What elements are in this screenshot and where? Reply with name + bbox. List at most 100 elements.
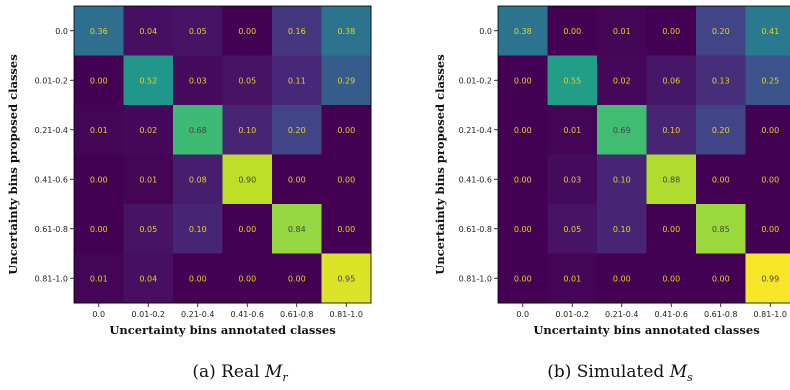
heatmap-cell [173, 154, 223, 205]
heatmap-cell [597, 6, 647, 56]
cell-value-label: 0.00 [761, 126, 779, 135]
heatmap-cell [321, 105, 372, 155]
heatmap-cell [272, 6, 322, 56]
cell-value-label: 0.10 [613, 175, 631, 184]
y-tick-label: 0.61-0.8 [35, 225, 68, 234]
heatmap-cell [696, 55, 746, 106]
cell-value-label: 0.41 [761, 27, 779, 36]
cell-value-label: 0.88 [662, 175, 680, 184]
heatmap-cell [123, 105, 174, 155]
heatmap-cell [646, 55, 697, 106]
heatmap-cell [498, 253, 548, 304]
heatmap-cell [547, 105, 598, 155]
panel-caption: (a) Real Mr [192, 362, 288, 384]
heatmap-cell [272, 253, 322, 304]
cell-value-label: 0.90 [238, 175, 256, 184]
heatmap-cell [745, 105, 790, 155]
heatmap-cell [123, 154, 174, 205]
heatmap-cell [272, 204, 322, 254]
y-tick-label: 0.81-1.0 [459, 274, 492, 283]
x-tick-label: 0.81-1.0 [754, 310, 787, 319]
cell-value-label: 0.38 [337, 27, 355, 36]
x-tick-label: 0.0 [92, 310, 105, 319]
y-tick-label: 0.01-0.2 [35, 76, 68, 85]
y-tick-label: 0.41-0.6 [35, 175, 68, 184]
x-tick-label: 0.21-0.4 [181, 310, 214, 319]
cell-value-label: 0.68 [189, 126, 207, 135]
heatmap-cell [597, 253, 647, 304]
x-tick-label: 0.01-0.2 [132, 310, 165, 319]
heatmap-cell [123, 55, 174, 106]
cell-value-label: 0.00 [238, 225, 256, 234]
heatmap-cell [222, 204, 273, 254]
cell-value-label: 0.38 [514, 27, 532, 36]
cell-value-label: 0.01 [613, 27, 631, 36]
x-tick-label: 0.81-1.0 [330, 310, 363, 319]
cell-value-label: 0.00 [337, 175, 355, 184]
cell-value-label: 0.00 [712, 274, 730, 283]
heatmap-cell [646, 105, 697, 155]
cell-value-label: 0.01 [563, 126, 581, 135]
heatmap-cell [173, 6, 223, 56]
y-axis-label: Uncertainty bins proposed classes [433, 54, 447, 274]
heatmap-cell [696, 6, 746, 56]
cell-value-label: 0.00 [90, 175, 108, 184]
heatmap-cell [173, 105, 223, 155]
cell-value-label: 0.00 [662, 27, 680, 36]
cell-value-label: 0.13 [712, 76, 730, 85]
axes-frame [73, 5, 372, 304]
y-axis-label: Uncertainty bins proposed classes [6, 54, 20, 274]
cell-value-label: 0.84 [288, 225, 306, 234]
cell-value-label: 0.04 [139, 27, 157, 36]
cell-value-label: 0.05 [563, 225, 581, 234]
heatmap-cell [272, 154, 322, 205]
cell-value-label: 0.00 [514, 76, 532, 85]
cell-value-label: 0.10 [238, 126, 256, 135]
heatmap-cell [646, 6, 697, 56]
cell-value-label: 0.25 [761, 76, 779, 85]
axes-frame [497, 5, 790, 304]
heatmap-cell [547, 204, 598, 254]
cell-value-label: 0.00 [288, 274, 306, 283]
cell-value-label: 0.99 [761, 274, 779, 283]
heatmap-panel-simulated: 0.38 0.00 0.01 0.00 0.20 0.41 0.00 0.55 0.02 0.06… [433, 5, 790, 384]
cell-value-label: 0.01 [90, 126, 108, 135]
heatmap-cell [74, 154, 124, 205]
cell-value-label: 0.29 [337, 76, 355, 85]
heatmap-cell [498, 6, 548, 56]
x-tick-label: 0.21-0.4 [605, 310, 638, 319]
heatmap-cell [222, 253, 273, 304]
cell-value-label: 0.36 [90, 27, 108, 36]
cell-value-label: 0.20 [712, 27, 730, 36]
x-tick-label: 0.01-0.2 [556, 310, 589, 319]
heatmap-cell [646, 154, 697, 205]
cell-value-label: 0.69 [613, 126, 631, 135]
cell-value-label: 0.20 [288, 126, 306, 135]
heatmap-cell [745, 55, 790, 106]
y-tick-label: 0.81-1.0 [35, 274, 68, 283]
heatmap-cell [123, 204, 174, 254]
heatmap-cell [272, 55, 322, 106]
heatmap-cell [321, 6, 372, 56]
cell-value-label: 0.00 [238, 274, 256, 283]
heatmap-cell [597, 204, 647, 254]
cell-value-label: 0.10 [662, 126, 680, 135]
heatmap-cell [745, 6, 790, 56]
cell-value-label: 0.00 [514, 274, 532, 283]
cell-value-label: 0.00 [337, 225, 355, 234]
heatmap-cell [222, 55, 273, 106]
heatmap-cell [547, 6, 598, 56]
cell-value-label: 0.00 [761, 225, 779, 234]
heatmap-cell [222, 154, 273, 205]
cell-value-label: 0.00 [662, 225, 680, 234]
heatmap-cell [74, 204, 124, 254]
y-tick-label: 0.41-0.6 [459, 175, 492, 184]
heatmap-cell [321, 253, 372, 304]
cell-value-label: 0.05 [139, 225, 157, 234]
y-tick-label: 0.61-0.8 [459, 225, 492, 234]
heatmap-cell [696, 154, 746, 205]
heatmap-cell [74, 55, 124, 106]
heatmap-cell [597, 154, 647, 205]
heatmap-cell [498, 154, 548, 205]
